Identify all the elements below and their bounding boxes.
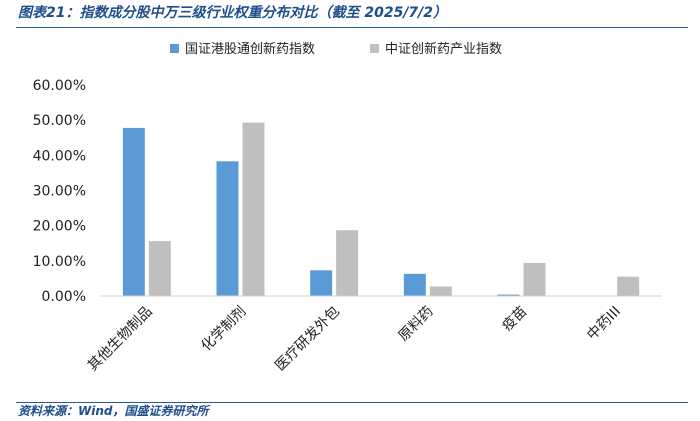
y-tick-label: 0.00% [42,289,86,305]
x-category-label: 中药III [584,304,624,344]
bar-chart: 国证港股通创新药指数 中证创新药产业指数 0.00% 10.00% 20.00% 30.… [33,41,662,375]
legend-swatch [370,44,379,53]
bar [242,122,265,297]
bar-series [122,122,640,297]
x-axis-categories: 其他生物制品 化学制剂 医疗研发外包 原料药 疫苗 中药III [85,304,624,375]
x-category-label: 原料药 [396,304,437,345]
x-category-label: 医疗研发外包 [272,304,343,375]
y-axis-ticks: 0.00% 10.00% 20.00% 30.00% 40.00% 50.00% 60.00… [33,78,86,305]
bar [310,270,333,296]
bar [216,161,239,296]
y-tick-label: 10.00% [33,254,86,270]
legend-label: 国证港股通创新药指数 [185,41,315,57]
bar [497,294,520,296]
bar [523,262,546,296]
chart-legend: 国证港股通创新药指数 中证创新药产业指数 [170,41,502,57]
bar [122,127,145,296]
bar [429,286,452,296]
source-note: 资料来源：Wind，国盛证券研究所 [18,404,209,418]
bar [148,241,171,296]
x-category-label: 其他生物制品 [85,304,156,375]
bar [403,273,426,296]
x-category-label: 化学制剂 [198,304,249,355]
y-tick-label: 60.00% [33,78,86,94]
y-tick-label: 40.00% [33,148,86,164]
figure-title: 图表21：指数成分股中万三级行业权重分布对比（截至 2025/7/2） [18,5,448,21]
source-divider [16,402,688,403]
legend-label: 中证创新药产业指数 [385,41,502,57]
y-tick-label: 20.00% [33,219,86,235]
x-category-label: 疫苗 [499,304,530,335]
y-tick-label: 50.00% [33,113,86,129]
y-tick-label: 30.00% [33,184,86,200]
bar [617,276,640,296]
bar [336,230,359,296]
title-divider [16,27,688,28]
legend-swatch [170,44,179,53]
